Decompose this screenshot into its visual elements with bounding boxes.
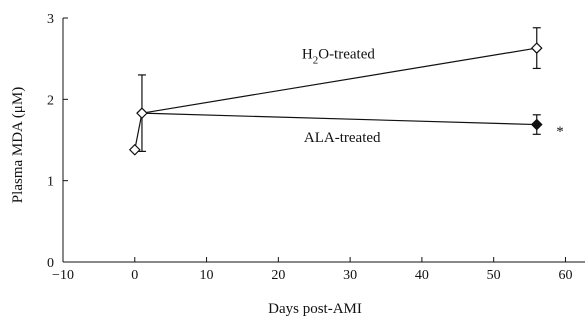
annotation-h2o-treated: H2O-treated xyxy=(302,47,375,67)
y-tick-label: 0 xyxy=(47,256,54,271)
y-tick-label: 3 xyxy=(47,12,54,27)
x-tick-label: −10 xyxy=(52,268,74,283)
x-tick-label: 50 xyxy=(487,268,501,283)
y-axis-label: Plasma MDA (μM) xyxy=(10,87,26,203)
y-tick-label: 2 xyxy=(47,93,54,108)
series-line-segment xyxy=(141,112,537,126)
series-line-segment xyxy=(141,47,537,114)
x-tick-label: 0 xyxy=(131,268,138,283)
x-tick-label: 10 xyxy=(200,268,214,283)
x-tick-label: 30 xyxy=(343,268,357,283)
x-axis-label: Days post-AMI xyxy=(268,301,362,317)
significance-asterisk: * xyxy=(556,124,564,140)
data-point-open-diamond xyxy=(530,42,543,54)
annotation-h2o-main: H xyxy=(302,47,313,63)
y-axis-ticks: 0 1 2 3 xyxy=(47,12,68,271)
data-point-filled-diamond xyxy=(530,118,543,131)
series-layer xyxy=(128,27,543,156)
data-point-open-diamond xyxy=(128,143,141,156)
data-point-open-diamond xyxy=(136,107,148,120)
annotation-h2o-rest: O-treated xyxy=(318,47,375,63)
x-tick-label: 40 xyxy=(415,268,429,283)
annotation-layer: H2O-treated ALA-treated * xyxy=(302,47,564,146)
annotation-ala-treated: ALA-treated xyxy=(304,130,381,146)
x-axis-ticks: −10 0 10 20 30 40 50 60 xyxy=(52,257,572,283)
y-tick-label: 1 xyxy=(47,175,54,190)
x-tick-label: 20 xyxy=(271,268,285,283)
annotation-h2o-subscript: 2 xyxy=(313,55,319,67)
x-tick-label: 60 xyxy=(558,268,572,283)
series-line-segment xyxy=(134,113,143,150)
